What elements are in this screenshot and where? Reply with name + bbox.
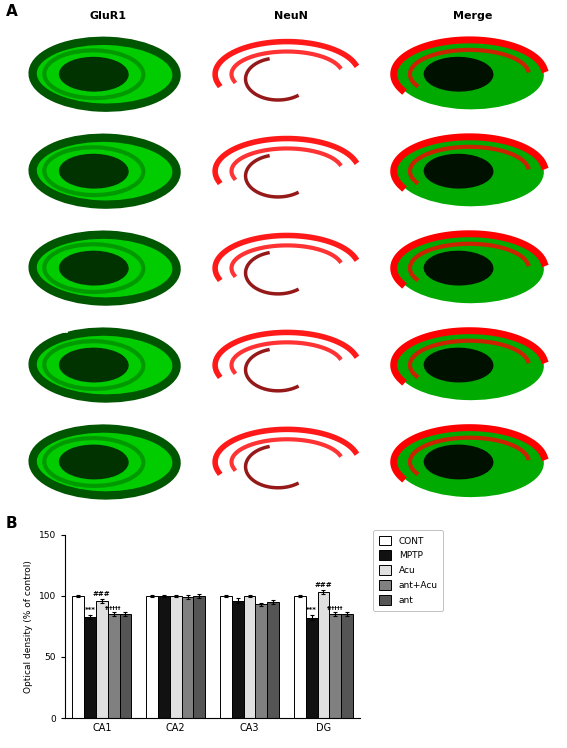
Bar bbox=[146, 596, 158, 718]
Ellipse shape bbox=[31, 233, 179, 302]
Ellipse shape bbox=[60, 251, 128, 285]
Bar bbox=[73, 596, 84, 718]
Text: CONT: CONT bbox=[26, 35, 54, 44]
Bar bbox=[341, 614, 353, 718]
Text: Merge: Merge bbox=[453, 11, 493, 21]
Bar bbox=[244, 596, 256, 718]
Ellipse shape bbox=[396, 137, 543, 206]
Bar bbox=[120, 614, 132, 718]
Ellipse shape bbox=[31, 40, 179, 108]
Bar bbox=[181, 597, 193, 718]
Bar bbox=[108, 614, 120, 718]
Text: GluR1: GluR1 bbox=[90, 11, 126, 21]
Ellipse shape bbox=[60, 58, 128, 91]
Bar bbox=[220, 596, 232, 718]
Bar bbox=[267, 602, 279, 718]
Text: ***: *** bbox=[306, 607, 317, 613]
Text: Acu: Acu bbox=[26, 229, 44, 238]
Ellipse shape bbox=[60, 445, 128, 479]
Text: NeuN: NeuN bbox=[274, 11, 307, 21]
Ellipse shape bbox=[31, 331, 179, 399]
Bar bbox=[158, 596, 170, 718]
Legend: CONT, MPTP, Acu, ant+Acu, ant: CONT, MPTP, Acu, ant+Acu, ant bbox=[374, 530, 443, 610]
Ellipse shape bbox=[424, 349, 493, 381]
Ellipse shape bbox=[396, 40, 543, 108]
Text: ††††††: †††††† bbox=[327, 606, 344, 611]
Ellipse shape bbox=[424, 251, 493, 285]
Text: ††††††: †††††† bbox=[105, 606, 122, 611]
Ellipse shape bbox=[424, 445, 493, 479]
Ellipse shape bbox=[60, 155, 128, 188]
Ellipse shape bbox=[60, 349, 128, 381]
Bar bbox=[170, 596, 181, 718]
Bar bbox=[256, 604, 267, 718]
Ellipse shape bbox=[31, 137, 179, 206]
Ellipse shape bbox=[31, 428, 179, 497]
Bar bbox=[84, 616, 96, 718]
Text: A: A bbox=[6, 4, 18, 19]
Text: ###: ### bbox=[315, 582, 332, 588]
Bar bbox=[318, 592, 329, 718]
Y-axis label: Optical density (% of control): Optical density (% of control) bbox=[24, 560, 33, 693]
Bar bbox=[306, 618, 318, 718]
Text: MPTP: MPTP bbox=[26, 132, 54, 141]
Bar bbox=[193, 596, 205, 718]
Ellipse shape bbox=[396, 233, 543, 302]
Text: ###: ### bbox=[93, 591, 111, 597]
Ellipse shape bbox=[396, 428, 543, 497]
Bar bbox=[232, 601, 244, 718]
Ellipse shape bbox=[396, 331, 543, 399]
Bar bbox=[329, 614, 341, 718]
Text: ant: ant bbox=[26, 423, 43, 432]
Ellipse shape bbox=[424, 58, 493, 91]
Bar bbox=[294, 596, 306, 718]
Text: ***: *** bbox=[84, 607, 95, 613]
Text: B: B bbox=[6, 516, 18, 531]
Ellipse shape bbox=[424, 155, 493, 188]
Text: ant+Acu: ant+Acu bbox=[26, 326, 69, 335]
Bar bbox=[96, 601, 108, 718]
